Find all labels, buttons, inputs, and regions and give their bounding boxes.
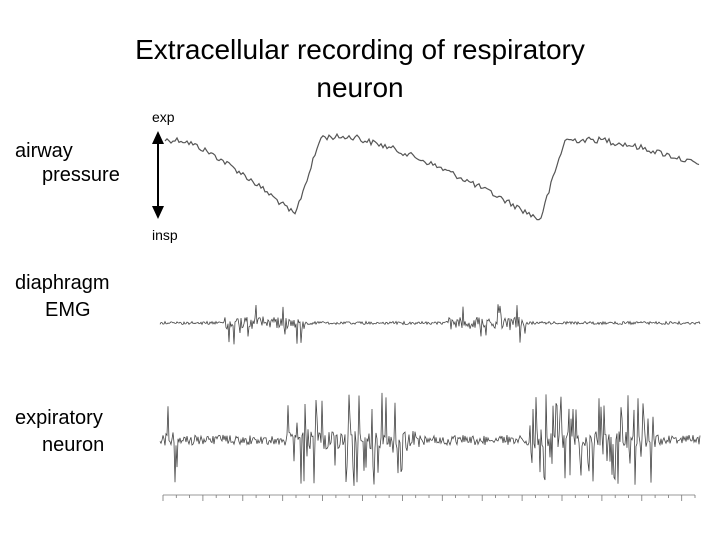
insp-label: insp xyxy=(152,227,178,243)
arrow xyxy=(152,131,164,219)
pressure-trace xyxy=(164,132,700,221)
neuron-trace xyxy=(159,392,701,486)
title-line: neuron xyxy=(316,72,403,103)
trace-label: neuron xyxy=(42,434,104,456)
trace-label: pressure xyxy=(42,164,120,186)
title-line: Extracellular recording of respiratory xyxy=(135,34,585,65)
trace-label: airway xyxy=(15,140,73,162)
time-axis xyxy=(162,494,696,501)
trace-label: expiratory xyxy=(15,407,103,429)
emg-trace xyxy=(159,304,701,345)
trace-label: EMG xyxy=(45,299,91,321)
exp-label: exp xyxy=(152,109,175,125)
trace-label: diaphragm xyxy=(15,272,110,294)
